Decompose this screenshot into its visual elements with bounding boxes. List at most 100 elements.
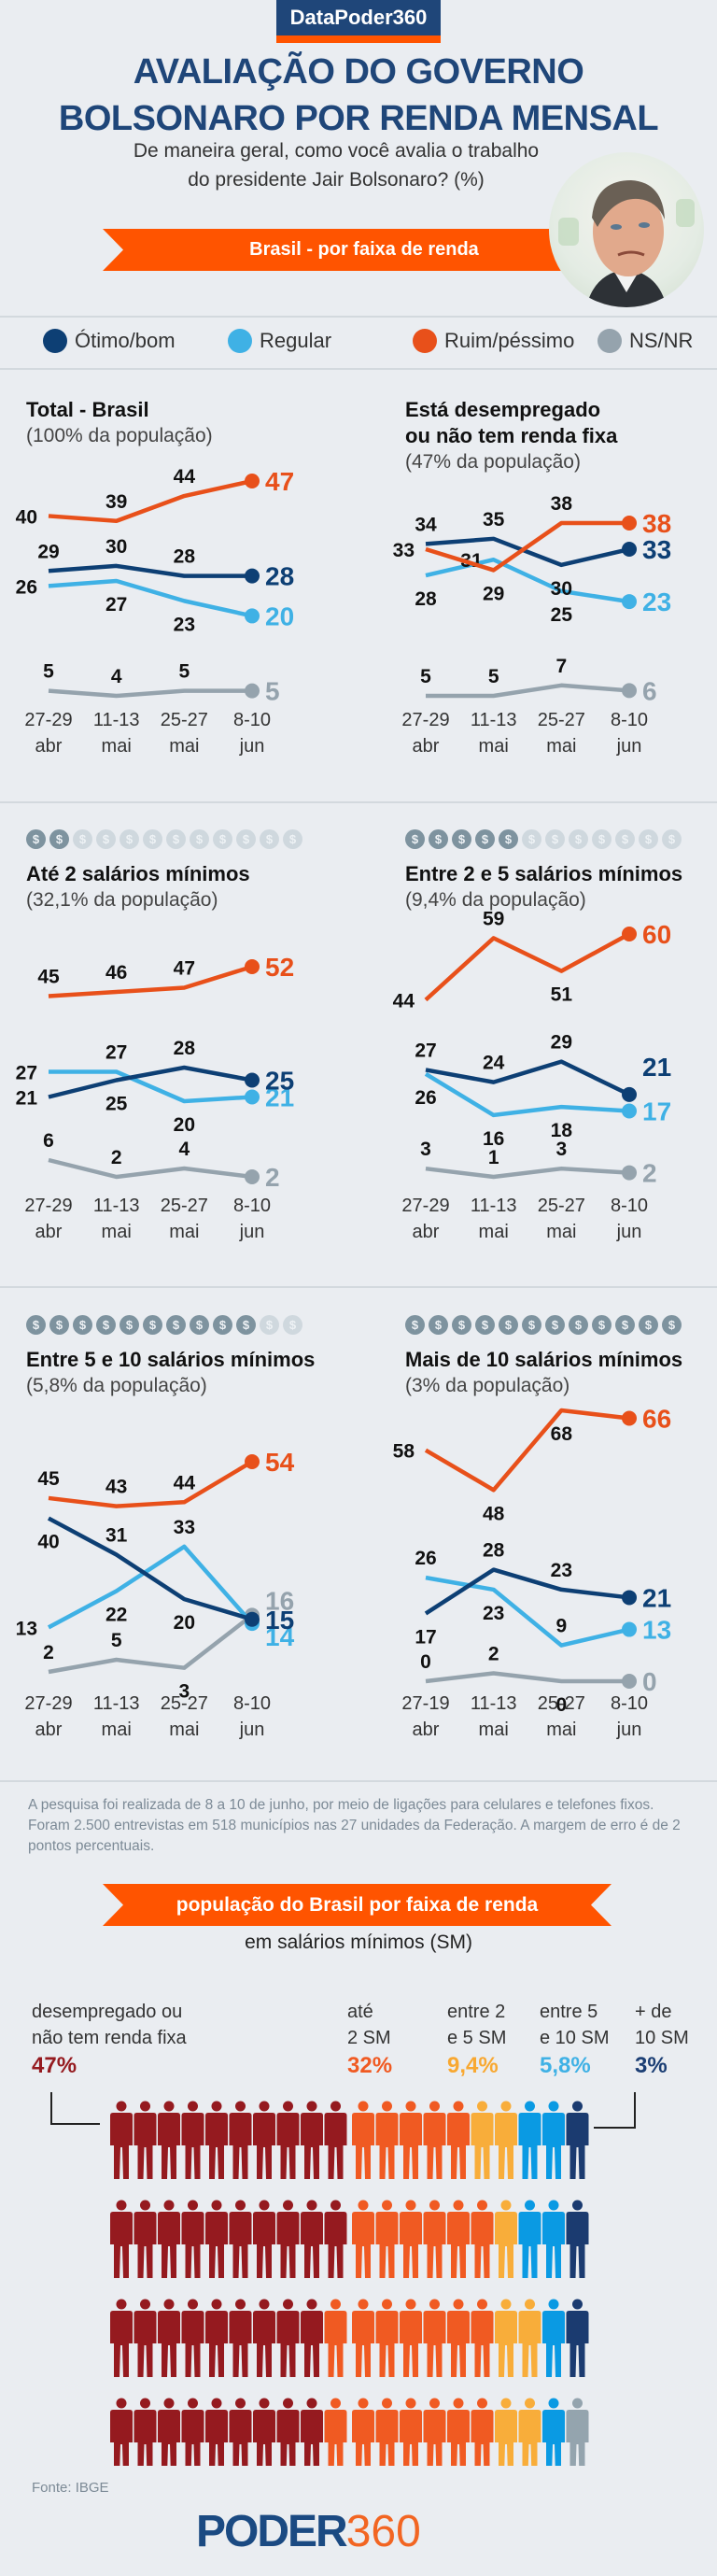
person-icon [253,2200,275,2278]
point-value-label: 23 [483,1603,504,1624]
population-group: desempregado ou não tem renda fixa 47% [32,1999,187,2079]
dollar-coin-icon: $ [236,829,256,849]
point-value-label: 7 [555,656,567,677]
series-line-nsnr [48,688,252,699]
dollar-coin-icon: $ [49,1315,69,1335]
person-icon [229,2101,252,2179]
legend-item-otimo: Ótimo/bom [43,327,176,355]
person-icon [566,2398,589,2466]
salary-coins: $ $ $ $ $ $ $ $ $ $ $ $ [405,829,682,849]
chart-panel: Total - Brasil (100% da população) 5 4 5 5 26 2… [0,369,358,845]
point-value-label: 5 [488,666,499,687]
person-icon [205,2398,228,2466]
person-icon [518,2398,541,2466]
dollar-coin-icon: $ [615,1315,635,1335]
chart-title: Entre 2 e 5 salários mínimos [405,862,683,885]
end-value-label: 54 [265,1448,295,1477]
x-tick-label: 11-13 [471,1196,517,1216]
x-tick-label: abr [413,1720,440,1740]
series-line-ruim [48,478,253,524]
series-line-regular [425,1575,630,1648]
point-value-label: 18 [551,1120,573,1141]
person-icon [158,2101,180,2179]
legend-label: Regular [260,329,332,352]
point-value-label: 20 [174,1114,195,1136]
chart-subtitle: (5,8% da população) [26,1375,207,1396]
person-icon [181,2200,204,2278]
point-value-label: 28 [174,1038,196,1059]
x-tick-label: 11-13 [93,1693,140,1714]
dollar-coin-icon: $ [662,1315,682,1335]
point-value-label: 21 [16,1088,38,1110]
end-value-label: 6 [642,676,657,705]
chart-subtitle: (47% da população) [405,451,581,473]
series-endpoint-otimo [245,1072,260,1088]
person-icon [134,2299,157,2377]
person-icon [301,2398,323,2466]
person-icon [423,2299,446,2377]
x-tick-label: 8-10 [611,710,648,730]
x-tick-label: 27-29 [401,1196,449,1216]
dollar-coin-icon: $ [26,829,46,849]
x-tick-label: 8-10 [233,710,271,730]
salary-coins: $ $ $ $ $ $ $ $ $ $ $ $ [26,1315,302,1335]
dollar-coin-icon: $ [190,829,209,849]
divider [0,801,717,803]
dollar-coin-icon: $ [592,1315,612,1335]
x-tick-label: mai [169,1222,199,1242]
person-icon [324,2101,347,2179]
dollar-coin-icon: $ [639,829,658,849]
x-tick-label: abr [35,1222,63,1242]
end-value-label: 21 [642,1053,671,1082]
person-icon [134,2101,157,2179]
person-icon [375,2200,399,2278]
chart-title: Mais de 10 salários mínimos [405,1348,683,1371]
person-icon [110,2299,133,2377]
dollar-coin-icon: $ [662,829,682,849]
person-icon [542,2101,565,2179]
person-icon [400,2398,422,2466]
person-icon [542,2299,565,2377]
person-icon [253,2101,275,2179]
group-percent: 9,4% [447,2053,499,2078]
point-value-label: 9 [555,1616,567,1637]
point-value-label: 30 [105,536,127,558]
datapoder360-brand: DataPoder360 [276,0,441,43]
end-value-label: 23 [642,587,671,616]
section-banner: Brasil - por faixa de renda [249,239,479,260]
series-endpoint-regular [622,1103,637,1119]
person-icon [181,2299,204,2377]
series-line-otimo [425,1059,630,1097]
point-value-label: 29 [483,583,504,604]
series-endpoint-nsnr [622,1674,637,1689]
point-value-label: 27 [16,1063,37,1084]
series-line-regular [48,578,253,618]
point-value-label: 27 [105,1042,127,1064]
person-icon [447,2398,470,2466]
legend-dot-icon [228,329,252,353]
dollar-coin-icon: $ [475,1315,495,1335]
title-line-2: BOLSONARO POR RENDA MENSAL [58,99,659,138]
x-tick-label: 27-29 [24,710,72,730]
point-value-label: 29 [551,1032,572,1054]
point-value-label: 23 [551,1560,572,1581]
brand-label: DataPoder360 [289,6,428,29]
chart-subtitle: (100% da população) [26,425,213,446]
connector-line [50,2092,100,2125]
dollar-coin-icon: $ [73,1315,92,1335]
line-chart: 3 1 3 2 26 16 18 17 27 24 29 21 44 59 51 60 27-29 abr 11-1… [393,908,672,1242]
point-value-label: 6 [43,1130,54,1152]
group-label: 2 SM [347,2028,391,2048]
x-tick-label: 27-29 [24,1196,72,1216]
person-icon [205,2200,228,2278]
point-value-label: 13 [16,1618,37,1639]
person-icon [352,2398,374,2466]
x-tick-label: mai [546,1720,576,1740]
point-value-label: 0 [420,1651,431,1673]
series-endpoint-ruim [622,1410,637,1426]
dollar-coin-icon: $ [96,1315,116,1335]
person-icon [324,2200,347,2278]
end-value-label: 17 [642,1097,671,1125]
